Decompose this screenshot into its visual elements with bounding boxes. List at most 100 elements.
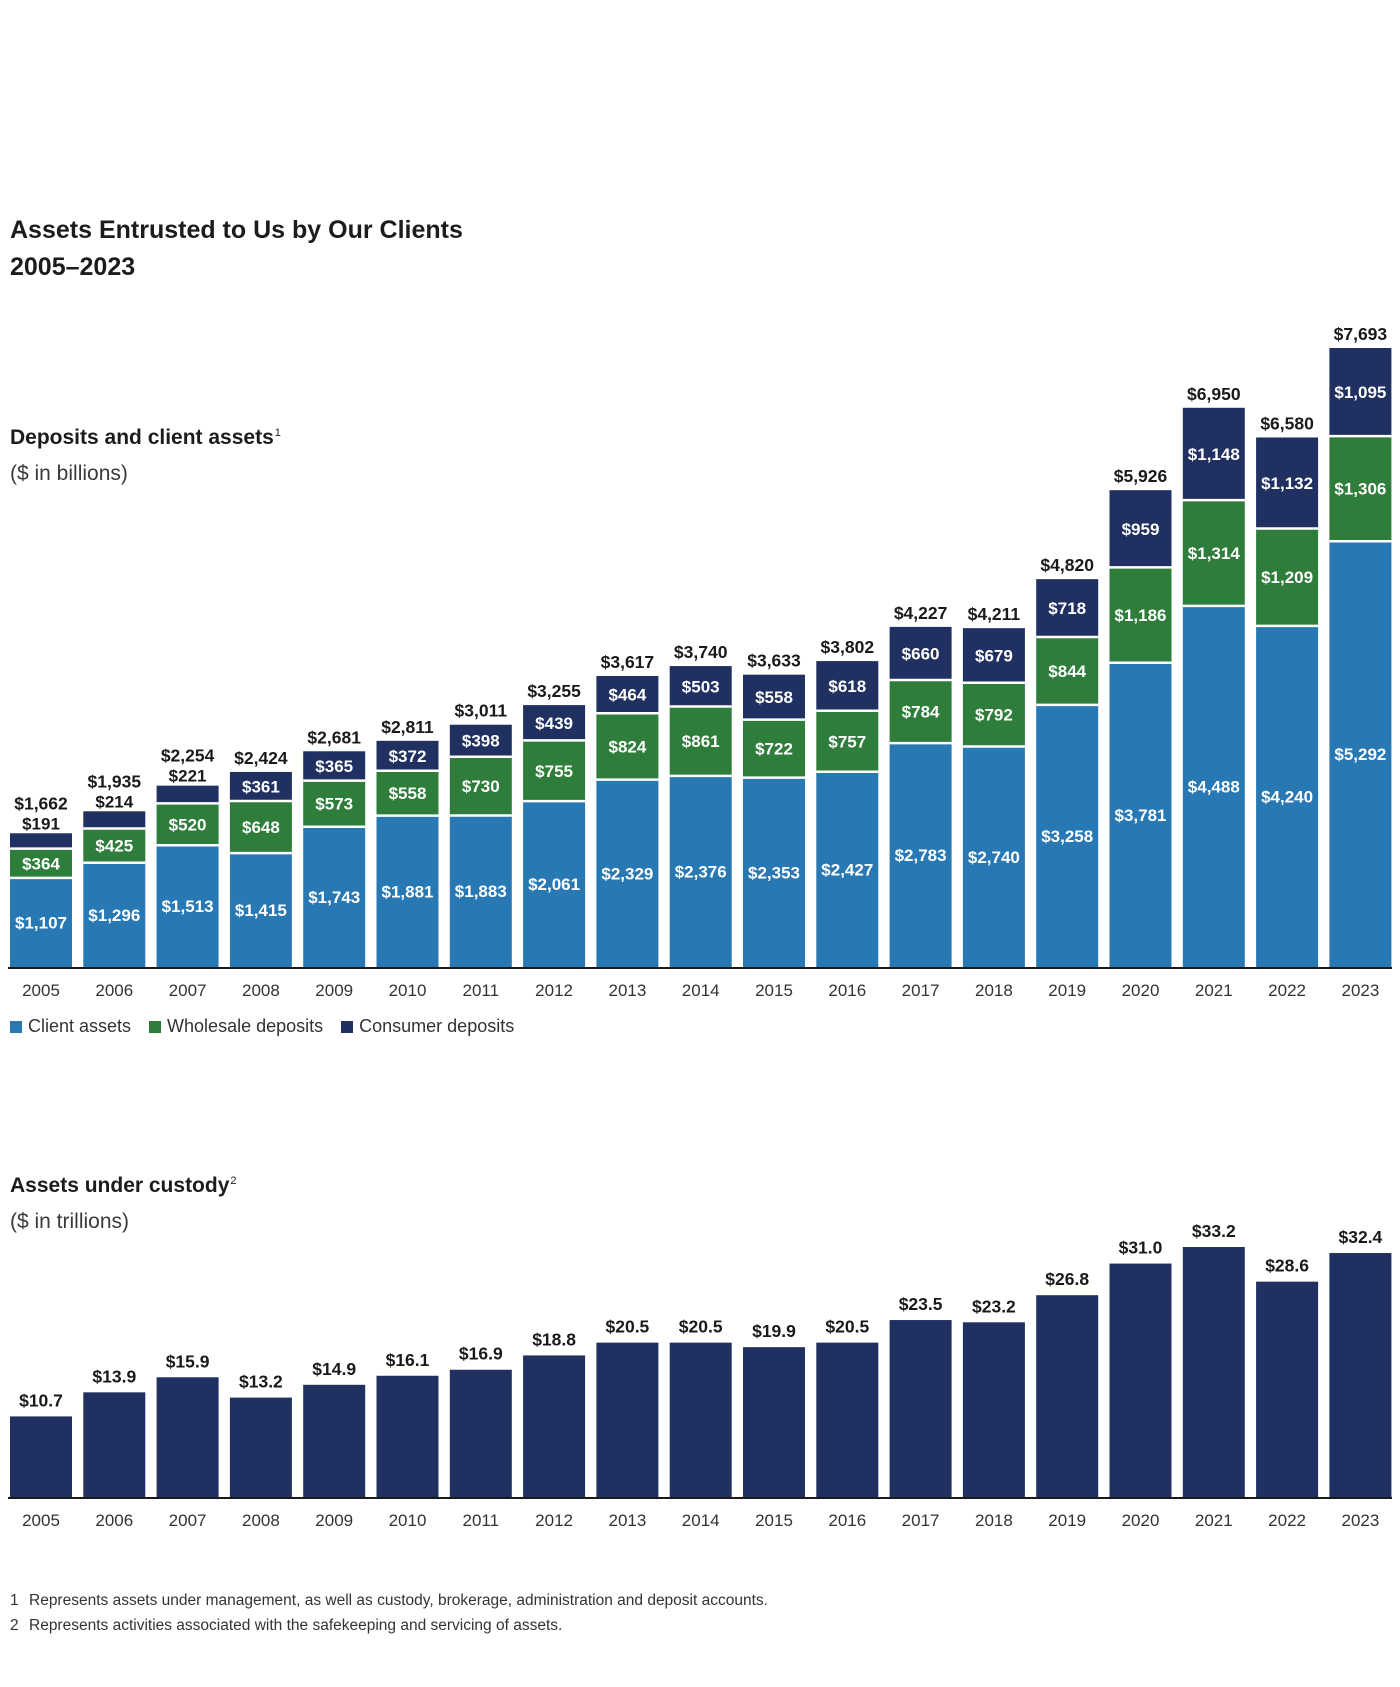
custody-bar-2018 xyxy=(962,1322,1025,1497)
bar-consumer-deposits-2020 xyxy=(1109,490,1172,568)
bar-consumer-deposits-2015 xyxy=(743,674,805,720)
custody-bar-2006 xyxy=(83,1392,146,1497)
footnote-2-text: Represents activities associated with th… xyxy=(29,1617,563,1634)
value-label-wholesale-deposits-2013: $824 xyxy=(608,737,646,756)
custody-x-tick-label-2015: 2015 xyxy=(755,1511,793,1530)
custody-bar-2010 xyxy=(376,1375,439,1497)
value-label-consumer-deposits-2014: $503 xyxy=(682,677,720,696)
custody-bar-2005 xyxy=(10,1416,72,1497)
x-tick-label-2012: 2012 xyxy=(535,981,573,1000)
custody-value-label-2021: $33.2 xyxy=(1192,1221,1236,1241)
value-label-consumer-deposits-2005: $191 xyxy=(22,814,60,833)
custody-value-label-2020: $31.0 xyxy=(1119,1238,1163,1258)
chart2-footnote-mark: 2 xyxy=(230,1175,237,1187)
bar-client-assets-2005 xyxy=(10,877,72,967)
total-label-2012: $3,255 xyxy=(527,681,581,701)
total-label-2015: $3,633 xyxy=(747,651,801,671)
custody-bar-2014 xyxy=(669,1342,732,1497)
bar-client-assets-2015 xyxy=(743,777,805,967)
custody-value-label-2014: $20.5 xyxy=(679,1317,723,1337)
bar-consumer-deposits-2021 xyxy=(1182,407,1245,501)
value-label-wholesale-deposits-2009: $573 xyxy=(315,795,353,814)
value-label-wholesale-deposits-2010: $558 xyxy=(389,784,427,803)
total-label-2017: $4,227 xyxy=(894,603,948,623)
custody-value-label-2007: $15.9 xyxy=(166,1351,210,1371)
total-label-2023: $7,693 xyxy=(1334,324,1388,344)
chart1-title: Deposits and client assets1 xyxy=(10,426,281,450)
chart1-subtitle: ($ in billions) xyxy=(10,462,128,485)
value-label-client-assets-2016: $2,427 xyxy=(821,860,873,879)
value-label-client-assets-2023: $5,292 xyxy=(1334,745,1386,764)
bar-client-assets-2008 xyxy=(229,853,292,967)
value-label-consumer-deposits-2006: $214 xyxy=(95,792,133,811)
bar-consumer-deposits-2005 xyxy=(10,833,72,849)
custody-bar-2016 xyxy=(816,1342,879,1497)
custody-value-label-2016: $20.5 xyxy=(825,1317,869,1337)
bar-client-assets-2007 xyxy=(156,845,219,967)
custody-bar-2021 xyxy=(1182,1247,1245,1497)
total-label-2011: $3,011 xyxy=(455,701,508,721)
custody-value-label-2011: $16.9 xyxy=(459,1344,503,1364)
custody-bar-2008 xyxy=(229,1397,292,1497)
bar-client-assets-2020 xyxy=(1109,662,1172,967)
footnotes: 1 Represents assets under management, as … xyxy=(10,1588,768,1638)
x-tick-label-2008: 2008 xyxy=(242,981,280,1000)
custody-value-label-2015: $19.9 xyxy=(752,1321,796,1341)
value-label-consumer-deposits-2021: $1,148 xyxy=(1188,445,1240,464)
value-label-consumer-deposits-2023: $1,095 xyxy=(1334,383,1386,402)
value-label-consumer-deposits-2015: $558 xyxy=(755,688,793,707)
legend-item-consumer-deposits: Consumer deposits xyxy=(341,1016,514,1037)
value-label-wholesale-deposits-2011: $730 xyxy=(462,777,500,796)
bar-consumer-deposits-2017 xyxy=(889,626,952,680)
value-label-wholesale-deposits-2012: $755 xyxy=(535,762,573,781)
value-label-client-assets-2007: $1,513 xyxy=(162,897,214,916)
custody-value-label-2022: $28.6 xyxy=(1265,1256,1309,1276)
total-label-2016: $3,802 xyxy=(821,637,875,657)
bar-wholesale-deposits-2011 xyxy=(449,756,512,816)
bar-consumer-deposits-2018 xyxy=(962,628,1025,683)
value-label-consumer-deposits-2018: $679 xyxy=(975,646,1013,665)
bar-wholesale-deposits-2014 xyxy=(669,706,732,776)
value-label-consumer-deposits-2016: $618 xyxy=(828,677,866,696)
value-label-client-assets-2018: $2,740 xyxy=(968,848,1020,867)
value-label-client-assets-2008: $1,415 xyxy=(235,901,287,920)
bar-consumer-deposits-2014 xyxy=(669,666,732,707)
x-tick-label-2022: 2022 xyxy=(1268,981,1306,1000)
custody-bar-2017 xyxy=(889,1320,952,1497)
custody-x-tick-label-2020: 2020 xyxy=(1122,1511,1160,1530)
bar-client-assets-2017 xyxy=(889,743,952,967)
value-label-client-assets-2006: $1,296 xyxy=(88,906,140,925)
bar-wholesale-deposits-2016 xyxy=(816,710,879,772)
value-label-wholesale-deposits-2006: $425 xyxy=(95,837,133,856)
chart2-title: Assets under custody2 xyxy=(10,1174,237,1198)
value-label-client-assets-2019: $3,258 xyxy=(1041,827,1093,846)
custody-value-label-2009: $14.9 xyxy=(312,1359,356,1379)
total-label-2010: $2,811 xyxy=(381,717,434,737)
custody-x-tick-label-2012: 2012 xyxy=(535,1511,573,1530)
x-tick-label-2023: 2023 xyxy=(1341,981,1379,1000)
x-tick-label-2015: 2015 xyxy=(755,981,793,1000)
x-tick-label-2010: 2010 xyxy=(389,981,427,1000)
bar-client-assets-2023 xyxy=(1329,541,1392,967)
custody-value-label-2005: $10.7 xyxy=(19,1390,63,1410)
deposits-client-assets-chart: $1,107$364$191$1,6622005$1,296$425$214$1… xyxy=(8,324,1392,1000)
custody-value-label-2006: $13.9 xyxy=(92,1366,136,1386)
bar-wholesale-deposits-2006 xyxy=(83,828,146,863)
bar-wholesale-deposits-2023 xyxy=(1329,436,1392,542)
value-label-consumer-deposits-2011: $398 xyxy=(462,732,500,751)
x-tick-label-2011: 2011 xyxy=(463,981,500,1000)
custody-value-label-2017: $23.5 xyxy=(899,1294,943,1314)
bar-consumer-deposits-2011 xyxy=(449,724,512,757)
x-tick-label-2016: 2016 xyxy=(828,981,866,1000)
custody-x-tick-label-2021: 2021 xyxy=(1195,1511,1233,1530)
value-label-wholesale-deposits-2005: $364 xyxy=(22,854,60,873)
custody-bar-2015 xyxy=(743,1347,805,1497)
custody-x-tick-label-2007: 2007 xyxy=(169,1511,207,1530)
value-label-wholesale-deposits-2018: $792 xyxy=(975,706,1013,725)
value-label-consumer-deposits-2019: $718 xyxy=(1048,599,1086,618)
custody-x-tick-label-2005: 2005 xyxy=(22,1511,60,1530)
bar-wholesale-deposits-2018 xyxy=(962,682,1025,747)
bar-client-assets-2019 xyxy=(1036,704,1099,967)
bar-consumer-deposits-2016 xyxy=(816,661,879,711)
bar-wholesale-deposits-2010 xyxy=(376,770,439,816)
